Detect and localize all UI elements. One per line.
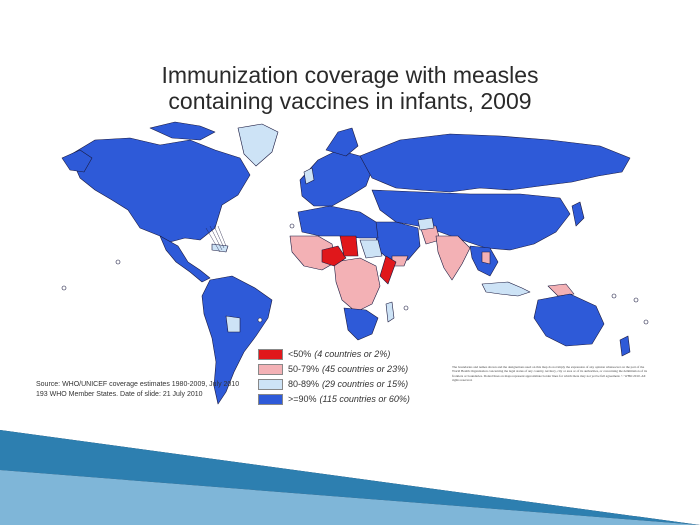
island-marker [633, 297, 639, 303]
island-marker [403, 305, 409, 311]
region-indonesia [481, 281, 531, 297]
region-uk [303, 167, 315, 185]
island-marker [289, 223, 295, 229]
region-north-america [69, 137, 251, 243]
legend-item: 50-79% (45 countries or 23%) [258, 362, 410, 376]
region-madagascar [385, 301, 395, 323]
island-marker [115, 259, 121, 265]
region-asia [371, 189, 571, 251]
legend-item: <50% (4 countries or 2%) [258, 347, 410, 361]
region-horn [359, 239, 383, 259]
region-new-zealand [619, 335, 631, 357]
region-afghanistan [417, 217, 435, 231]
legend-range: >=90% [288, 394, 317, 404]
wedge-light [0, 470, 700, 525]
region-europe [299, 149, 373, 207]
region-australia [533, 293, 605, 347]
map-legend: <50% (4 countries or 2%) 50-79% (45 coun… [258, 347, 410, 407]
legend-item: >=90% (115 countries or 60%) [258, 392, 410, 406]
source-line-2: 193 WHO Member States. Date of slide: 21… [36, 391, 203, 398]
legend-detail: (45 countries or 23%) [322, 364, 409, 374]
region-india [435, 235, 471, 281]
region-laos [481, 251, 491, 265]
source-note: Source: WHO/UNICEF coverage estimates 19… [36, 380, 239, 400]
legend-swatch [258, 393, 283, 405]
legend-detail: (4 countries or 2%) [314, 349, 391, 359]
title-line-1: Immunization coverage with measles [161, 62, 539, 88]
region-africa-south [343, 307, 379, 341]
legend-range: 50-79% [288, 364, 320, 374]
region-japan [571, 201, 585, 227]
legend-detail: (115 countries or 60%) [319, 394, 410, 404]
island-marker [257, 317, 263, 323]
region-russia [359, 133, 631, 193]
region-nigeria [321, 245, 347, 267]
map-title: Immunization coverage with measles conta… [0, 62, 700, 114]
legend-range: <50% [288, 349, 312, 359]
region-papua [547, 283, 575, 297]
region-scandinavia [325, 127, 359, 157]
hatched-region [205, 225, 227, 253]
region-africa-central [333, 257, 381, 313]
title-line-2: containing vaccines in infants, 2009 [168, 88, 532, 114]
region-central-america [159, 235, 211, 283]
island-marker [61, 285, 67, 291]
legend-detail: (29 countries or 15%) [322, 379, 409, 389]
region-canada-arctic [149, 121, 216, 141]
legend-swatch [258, 363, 283, 375]
region-chad [339, 235, 359, 257]
legend-swatch [258, 348, 283, 360]
region-africa-north [297, 205, 379, 239]
region-south-america [201, 275, 273, 405]
region-alaska [61, 149, 93, 173]
island-marker [611, 293, 617, 299]
region-somalia [379, 255, 397, 285]
region-greenland [237, 123, 279, 167]
island-marker [643, 319, 649, 325]
region-bolivia [225, 315, 241, 333]
legend-swatch [258, 378, 283, 390]
source-line-1: Source: WHO/UNICEF coverage estimates 19… [36, 381, 240, 388]
disclaimer-text: The boundaries and names shown and the d… [452, 365, 647, 383]
legend-range: 80-89% [288, 379, 320, 389]
legend-item: 80-89% (29 countries or 15%) [258, 377, 410, 391]
wedge-blue [0, 430, 700, 525]
